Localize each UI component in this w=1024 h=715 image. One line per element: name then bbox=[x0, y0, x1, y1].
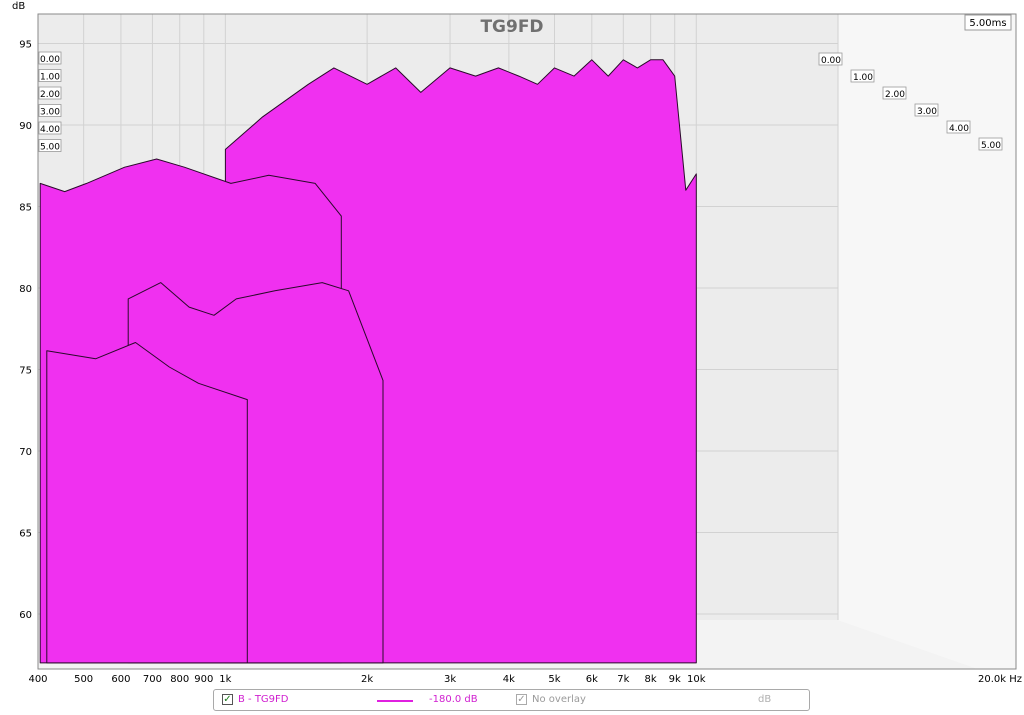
line-level-value: -180.0 dB bbox=[429, 694, 478, 705]
chart-title: TG9FD bbox=[480, 17, 543, 37]
x-tick-label-1: 500 bbox=[74, 674, 93, 685]
y-axis-unit: dB bbox=[12, 1, 25, 12]
y-tick-label-5: 70 bbox=[19, 447, 32, 458]
time-label-left-5: 5.00 bbox=[40, 143, 60, 153]
plot-frame bbox=[37, 13, 1017, 670]
overlay-label: No overlay bbox=[532, 694, 586, 705]
waterfall-plot[interactable]: TG9FD dB 95 90 85 80 75 70 65 60 400 500 600 700 80… bbox=[0, 0, 1024, 689]
series-line-swatch bbox=[377, 700, 413, 702]
y-tick-label-6: 65 bbox=[19, 529, 32, 540]
x-tick-label-8: 3k bbox=[444, 674, 456, 685]
time-label-right-5: 5.00 bbox=[981, 141, 1001, 151]
x-tick-label-0: 400 bbox=[28, 674, 47, 685]
time-label-left-0: 0.00 bbox=[40, 55, 60, 65]
time-label-left-box-1 bbox=[38, 69, 62, 82]
time-label-left-box-4 bbox=[38, 121, 62, 135]
x-tick-label-5: 900 bbox=[194, 674, 213, 685]
y-tick-label-1: 90 bbox=[19, 121, 32, 132]
time-label-right-4: 4.00 bbox=[949, 124, 969, 134]
time-label-right-1: 1.00 bbox=[853, 73, 873, 83]
y-tick-label-0: 95 bbox=[19, 40, 32, 51]
time-label-left-2: 2.00 bbox=[40, 90, 60, 100]
legend-unit: dB bbox=[758, 694, 772, 705]
right-wall bbox=[838, 14, 1016, 669]
x-tick-label-15: 10k bbox=[687, 674, 706, 685]
x-tick-label-11: 6k bbox=[586, 674, 598, 685]
y-tick-label-4: 75 bbox=[19, 366, 32, 377]
x-tick-label-2: 600 bbox=[111, 674, 130, 685]
time-label-left-box-3 bbox=[38, 104, 62, 117]
time-label-right-box-2 bbox=[882, 86, 907, 100]
time-label-left-box-2 bbox=[38, 86, 62, 100]
x-tick-label-14: 9k bbox=[669, 674, 681, 685]
x-tick-label-4: 800 bbox=[170, 674, 189, 685]
series-label: B - TG9FD bbox=[238, 694, 289, 705]
x-tick-label-12: 7k bbox=[617, 674, 629, 685]
x-tick-label-16: 20.0k Hz bbox=[978, 674, 1022, 685]
time-label-right-box-1 bbox=[850, 69, 875, 83]
time-depth-label: 5.00ms bbox=[969, 18, 1006, 29]
time-depth-label-box: 5.00ms bbox=[964, 14, 1012, 31]
y-tick-label-3: 80 bbox=[19, 284, 32, 295]
time-label-left-box-0 bbox=[38, 51, 62, 65]
time-label-right-2: 2.00 bbox=[885, 90, 905, 100]
time-label-right-box-5 bbox=[978, 137, 1003, 151]
x-tick-label-3: 700 bbox=[143, 674, 162, 685]
y-tick-label-7: 60 bbox=[19, 610, 32, 621]
x-tick-label-9: 4k bbox=[503, 674, 515, 685]
time-label-right-box-3 bbox=[914, 103, 939, 117]
time-label-right-3: 3.00 bbox=[917, 107, 937, 117]
time-axis-labels: 0.00 1.00 2.00 3.00 4.00 5.00 0.00 1.00 2.00 3.00… bbox=[38, 51, 1003, 153]
y-axis-ticks: 95 90 85 80 75 70 65 60 bbox=[19, 40, 32, 622]
legend-bar: ✓ B - TG9FD -180.0 dB ✓ No overlay dB bbox=[213, 689, 810, 711]
waterfall-slice-3 bbox=[46, 342, 248, 664]
time-label-left-4: 4.00 bbox=[40, 125, 60, 135]
series-checkbox[interactable]: ✓ bbox=[222, 694, 233, 705]
time-label-left-1: 1.00 bbox=[40, 73, 60, 83]
time-label-right-0: 0.00 bbox=[821, 56, 841, 66]
x-tick-label-13: 8k bbox=[645, 674, 657, 685]
x-tick-label-7: 2k bbox=[361, 674, 373, 685]
time-label-left-3: 3.00 bbox=[40, 108, 60, 118]
waterfall-slices bbox=[39, 59, 697, 664]
time-label-right-box-4 bbox=[946, 120, 971, 134]
x-axis-ticks: 400 500 600 700 800 900 1k 2k 3k 4k 5k 6k 7k 8k 9k 10k 2… bbox=[28, 674, 1022, 685]
overlay-checkbox[interactable]: ✓ bbox=[516, 694, 527, 705]
x-tick-label-6: 1k bbox=[219, 674, 231, 685]
time-label-right-box-0 bbox=[818, 52, 843, 66]
x-tick-label-10: 5k bbox=[548, 674, 560, 685]
time-label-left-box-5 bbox=[38, 139, 62, 152]
y-tick-label-2: 85 bbox=[19, 203, 32, 214]
